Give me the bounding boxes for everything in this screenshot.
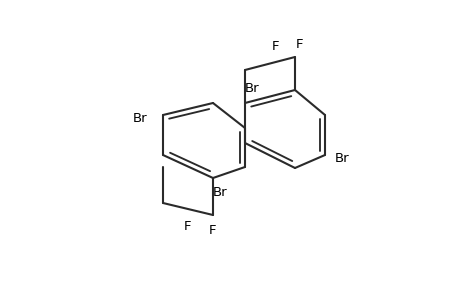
Text: Br: Br <box>245 82 259 94</box>
Text: Br: Br <box>132 112 147 124</box>
Text: Br: Br <box>213 187 227 200</box>
Text: F: F <box>272 40 279 52</box>
Text: Br: Br <box>334 152 349 164</box>
Text: F: F <box>184 220 191 232</box>
Text: F: F <box>209 224 216 238</box>
Text: F: F <box>296 38 303 50</box>
